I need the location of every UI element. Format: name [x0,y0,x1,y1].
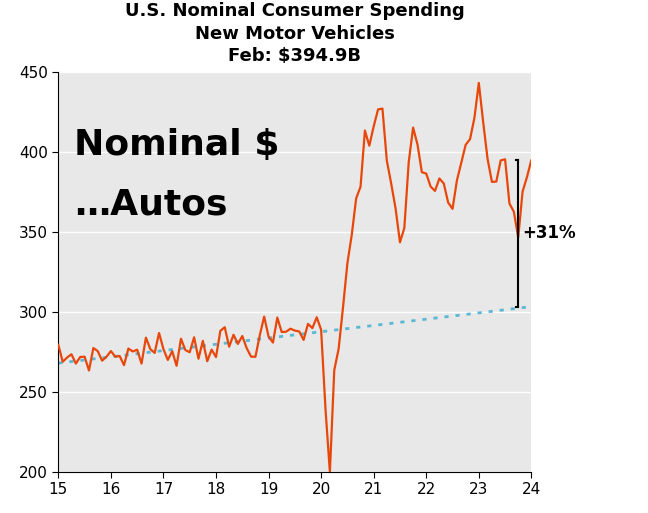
Title: U.S. Nominal Consumer Spending
New Motor Vehicles
Feb: $394.9B: U.S. Nominal Consumer Spending New Motor… [125,3,465,65]
Text: …Autos: …Autos [74,187,227,221]
Text: Nominal $: Nominal $ [74,128,279,162]
Text: +31%: +31% [522,225,576,243]
